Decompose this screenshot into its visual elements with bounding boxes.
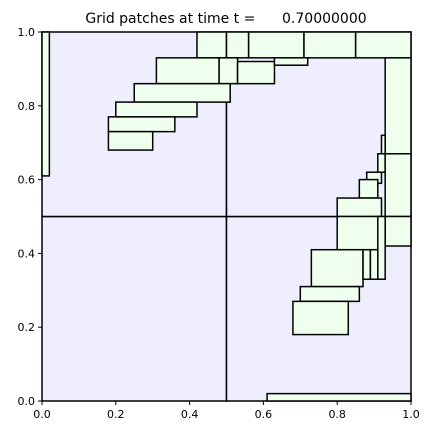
level2-patch-25 [310,248,364,288]
level2-patch-15 [384,57,412,155]
level2-patch-17 [377,153,386,173]
level2-patch-27 [369,248,379,280]
level2-patch-3 [225,31,250,59]
level2-patch-28 [299,285,361,303]
level2-patch-8 [218,57,239,85]
y-tick-label: 0.4 [18,247,36,260]
level2-patch-7 [155,57,220,85]
level2-patch-21 [336,197,383,218]
level2-patch-13 [107,116,176,133]
level2-patch-6 [354,31,412,59]
level2-patch-9 [236,60,276,85]
y-tick-label: 1.0 [18,26,36,39]
level2-patch-23 [384,215,412,247]
x-tick-label: 0.6 [255,408,273,421]
y-axis-ticks: 0.0 0.2 0.4 0.6 0.8 1.0 [18,26,42,408]
level2-patch-12 [115,101,198,118]
level1-patch-4 [225,31,412,218]
level2-patch-19 [358,178,379,199]
chart-title: Grid patches at time t = 0.70000000 [85,11,366,27]
level2-patch-2 [196,31,228,59]
y-tick-label: 0.2 [18,321,36,334]
level2-patch-20 [384,153,412,218]
y-tick-label: 0.8 [18,100,36,113]
x-tick-label: 0.0 [33,408,51,421]
x-tick-label: 0.4 [181,408,199,421]
y-tick-label: 0.0 [18,395,36,408]
axes-frame [41,31,412,402]
x-tick-label: 1.0 [402,408,420,421]
level2-patch-5 [303,31,357,59]
level2-patch-24 [377,215,386,280]
level2-patch-22 [336,215,383,251]
level2-patch-1 [41,31,51,177]
level1-patch-1 [41,215,228,402]
x-tick-label: 0.8 [328,408,346,421]
x-tick-label: 0.2 [107,408,125,421]
level2-patch-4 [247,31,305,59]
x-axis-ticks: 0.0 0.2 0.4 0.6 0.8 1.0 [33,401,420,421]
level2-patch-26 [362,248,372,280]
level2-patch-11 [133,82,231,103]
y-tick-label: 0.6 [18,174,36,187]
level2-patch-10 [273,57,309,66]
level2-patch-14 [107,130,154,151]
level2-patch-30 [266,392,412,402]
level2-patch-29 [292,300,350,336]
